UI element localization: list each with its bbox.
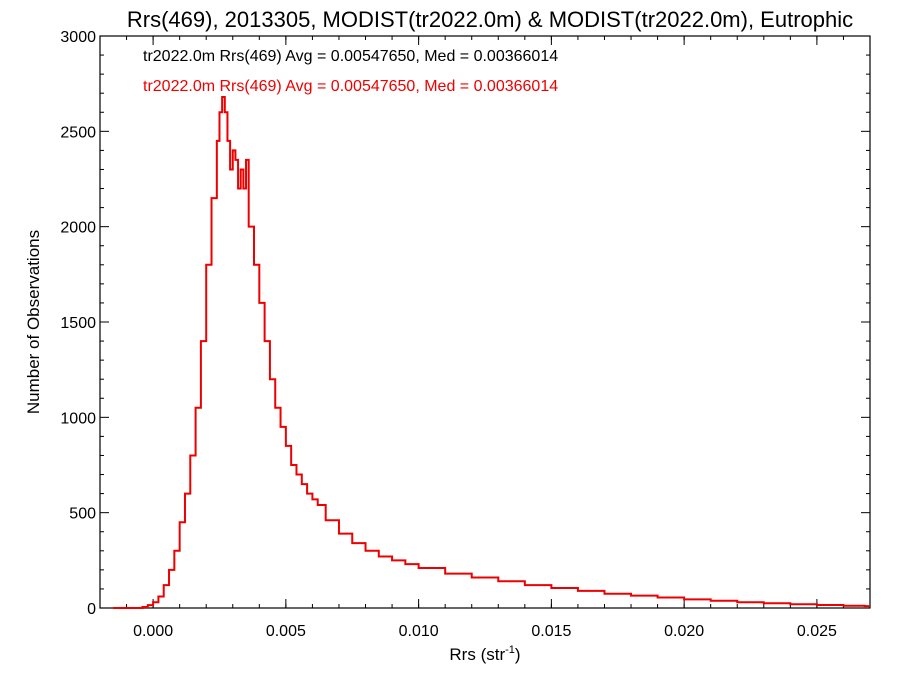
x-axis-label-end: ) <box>515 645 521 664</box>
x-axis-label: Rrs (str-1) <box>449 644 520 664</box>
y-axis-label: Number of Observations <box>24 230 43 414</box>
x-axis: 0.000 0.005 0.010 0.015 0.020 0.025 <box>99 36 871 640</box>
chart-title: Rrs(469), 2013305, MODIST(tr2022.0m) & M… <box>127 7 853 32</box>
legend-entry-red: tr2022.0m Rrs(469) Avg = 0.00547650, Med… <box>143 78 558 95</box>
x-axis-label-main: Rrs (str <box>449 645 505 664</box>
x-tick-label: 0.020 <box>664 623 704 640</box>
y-tick-label: 1000 <box>60 410 96 427</box>
plot-frame <box>99 35 871 609</box>
y-tick-label: 500 <box>69 506 96 523</box>
y-tick-label: 2500 <box>60 124 96 141</box>
x-tick-label: 0.005 <box>266 623 306 640</box>
y-tick-label: 0 <box>87 601 96 618</box>
x-tick-label: 0.000 <box>133 623 173 640</box>
y-axis: 0 500 1000 1500 2000 2500 3000 <box>60 29 870 618</box>
y-tick-label: 1500 <box>60 315 96 332</box>
y-tick-label: 2000 <box>60 220 96 237</box>
histogram-series-line <box>113 96 870 609</box>
legend-entry-black: tr2022.0m Rrs(469) Avg = 0.00547650, Med… <box>143 48 558 65</box>
y-tick-label: 3000 <box>60 29 96 46</box>
x-axis-label-superscript: -1 <box>505 644 515 656</box>
x-tick-label: 0.015 <box>531 623 571 640</box>
x-tick-label: 0.025 <box>797 623 837 640</box>
x-tick-label: 0.010 <box>399 623 439 640</box>
